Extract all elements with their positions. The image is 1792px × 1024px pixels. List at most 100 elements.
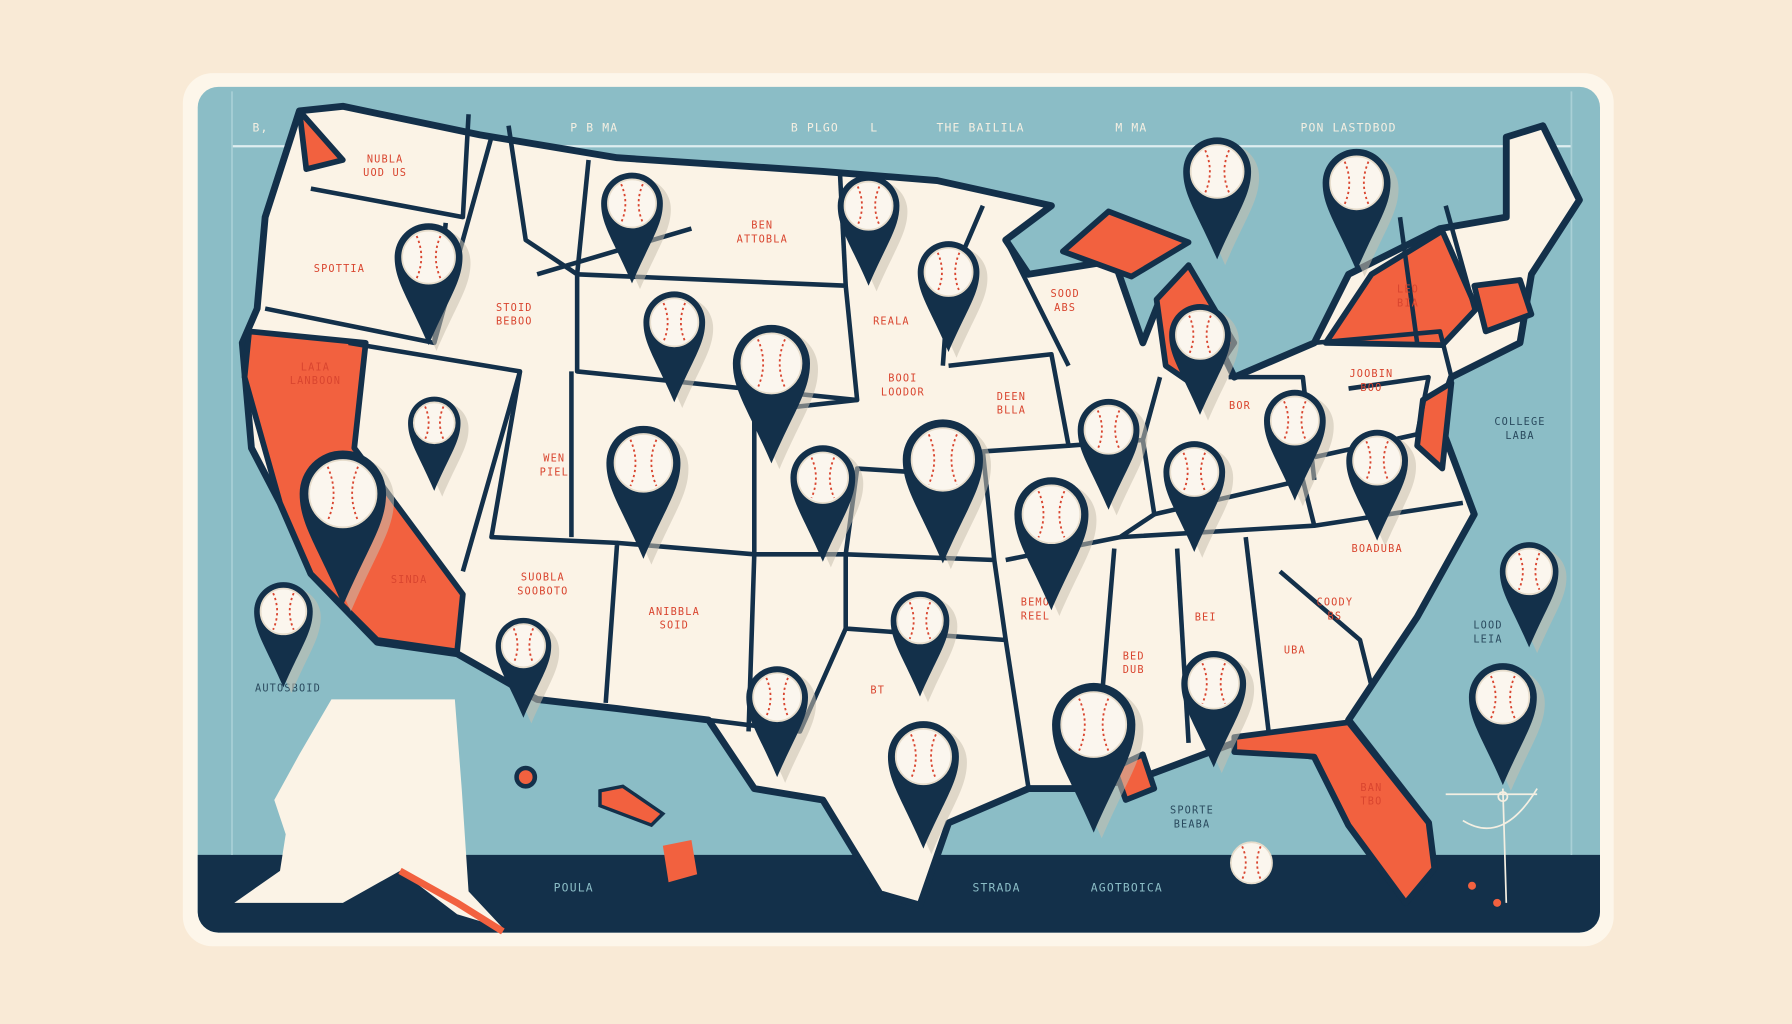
state-label: ANIBBLA SOID bbox=[649, 606, 700, 632]
baseball-icon bbox=[1475, 669, 1531, 725]
state-border bbox=[1003, 639, 1031, 789]
baseball-pin-icon[interactable] bbox=[254, 582, 321, 694]
baseball-pin-icon[interactable] bbox=[1468, 663, 1545, 791]
baseball-icon bbox=[923, 247, 974, 297]
baseball-pin-icon[interactable] bbox=[1052, 682, 1144, 839]
state-label: BEI bbox=[1195, 612, 1217, 624]
state-label: LEO BIA bbox=[1397, 284, 1419, 310]
baseball-icon bbox=[649, 297, 700, 348]
state-label: LAIA LANBOON bbox=[290, 361, 341, 387]
stitches bbox=[1283, 400, 1307, 441]
baseball-pin-icon[interactable] bbox=[902, 419, 991, 570]
state-label: LOOD LEIA bbox=[1473, 620, 1502, 646]
state-labels: NUBLA UOD US SPOTTIA STOID BEBOO BEN ATTOBLA RE… bbox=[255, 153, 1544, 830]
baseball-pin-icon[interactable] bbox=[837, 174, 908, 292]
baseball-pin-icon[interactable] bbox=[917, 241, 988, 358]
baseball-icon bbox=[796, 451, 849, 504]
stitches bbox=[512, 628, 535, 664]
baseball-pin-icon[interactable] bbox=[1499, 542, 1567, 654]
state-label: STOID BEBOO bbox=[496, 302, 533, 328]
state-border bbox=[1174, 548, 1191, 743]
stitches bbox=[765, 677, 789, 717]
stitches bbox=[326, 466, 359, 522]
baseball-icon bbox=[1352, 435, 1403, 486]
baseball-pin-icon[interactable] bbox=[1163, 441, 1234, 558]
baseball-icon bbox=[896, 596, 944, 645]
baseball-pin-icon[interactable] bbox=[746, 666, 816, 783]
baseball-pin-icon[interactable] bbox=[299, 450, 395, 612]
diamond-icon bbox=[1445, 788, 1538, 903]
stitches bbox=[1365, 440, 1389, 481]
state-label: BEMO REEL bbox=[1021, 597, 1050, 623]
stitches bbox=[927, 434, 958, 485]
stitches bbox=[1188, 315, 1212, 355]
diamond-icon bbox=[1497, 791, 1509, 802]
baseball-pin-icon[interactable] bbox=[1181, 650, 1255, 774]
baseball-pin-icon[interactable] bbox=[887, 721, 967, 855]
stitches bbox=[910, 734, 937, 780]
baseball-icon bbox=[1329, 155, 1384, 211]
state-label: BOOI LOODOR bbox=[881, 373, 925, 399]
baseball-pin-icon[interactable] bbox=[1322, 148, 1399, 277]
state-label: BED DUB bbox=[1123, 650, 1145, 676]
state-label: BEN ATTOBLA bbox=[737, 220, 788, 246]
baseball-pin-icon[interactable] bbox=[1346, 429, 1416, 547]
stitches bbox=[856, 186, 881, 226]
baseball-pin-icon[interactable] bbox=[1264, 389, 1334, 507]
state-label: BOADUBA bbox=[1352, 543, 1403, 555]
highlighted-state bbox=[296, 107, 346, 172]
state-label: UBA bbox=[1284, 645, 1306, 657]
header-label: B, bbox=[253, 120, 269, 134]
highlighted-state bbox=[1471, 277, 1535, 335]
highlighted-state bbox=[1322, 227, 1480, 348]
baseball-icon bbox=[259, 587, 308, 636]
state-label: COODY BS bbox=[1317, 597, 1354, 623]
state-border bbox=[574, 159, 591, 275]
baseball-pin-icon[interactable] bbox=[1169, 304, 1239, 421]
stitches bbox=[1204, 149, 1230, 193]
baseball-icon bbox=[1230, 841, 1273, 885]
highlighted-state bbox=[1060, 208, 1192, 280]
baseball-pin-icon[interactable] bbox=[890, 591, 958, 703]
baseball-icon bbox=[1175, 309, 1225, 360]
baseball-pin-icon[interactable] bbox=[408, 396, 469, 497]
state-label: DEEN BLLA bbox=[997, 391, 1026, 417]
baseball-pin-icon[interactable] bbox=[790, 445, 864, 568]
stitches bbox=[1096, 410, 1121, 450]
baseball-icon bbox=[740, 332, 803, 395]
baseball-icon bbox=[1187, 657, 1240, 710]
pins bbox=[254, 137, 1567, 885]
baseball-pin-icon[interactable] bbox=[1077, 398, 1148, 516]
header-label: P B MA bbox=[570, 120, 618, 134]
baseball-icon bbox=[843, 180, 894, 231]
state-label: AUTOSBOID bbox=[255, 682, 321, 694]
baseball-pin-icon[interactable] bbox=[606, 425, 689, 565]
stitches bbox=[936, 252, 961, 292]
baseball-pin-icon[interactable] bbox=[1183, 137, 1260, 266]
hawaii bbox=[662, 840, 698, 883]
highlighted-state bbox=[1231, 719, 1438, 906]
baseball-icon bbox=[1060, 691, 1128, 758]
state-label: SINDA bbox=[391, 574, 428, 586]
baseball-pin-icon[interactable] bbox=[732, 324, 818, 470]
state-border bbox=[506, 125, 579, 277]
state-label: SOOD ABS bbox=[1050, 288, 1079, 314]
baseball-icon bbox=[500, 623, 546, 669]
baseball-icon bbox=[752, 672, 803, 723]
bottom-labels: POULA STRADA AGOTBOICA bbox=[554, 880, 1162, 894]
hawaii bbox=[598, 784, 666, 828]
stitches bbox=[620, 183, 644, 224]
bottom-label: STRADA bbox=[973, 880, 1021, 894]
baseball-pin-icon[interactable] bbox=[495, 617, 560, 724]
baseball-pin-icon[interactable] bbox=[394, 223, 471, 351]
alaska-coast bbox=[398, 867, 505, 935]
stitches bbox=[1078, 698, 1110, 751]
state-label: SPOTTIA bbox=[314, 263, 365, 275]
baseball-icon bbox=[1505, 547, 1553, 596]
baseball-pin-icon[interactable] bbox=[601, 172, 671, 290]
baseball-pin-icon[interactable] bbox=[643, 291, 714, 408]
baseball-pin-icon[interactable] bbox=[1014, 477, 1097, 616]
dot bbox=[1468, 881, 1476, 890]
baseball-icon bbox=[308, 459, 378, 529]
baseball-icon[interactable] bbox=[1230, 841, 1273, 885]
